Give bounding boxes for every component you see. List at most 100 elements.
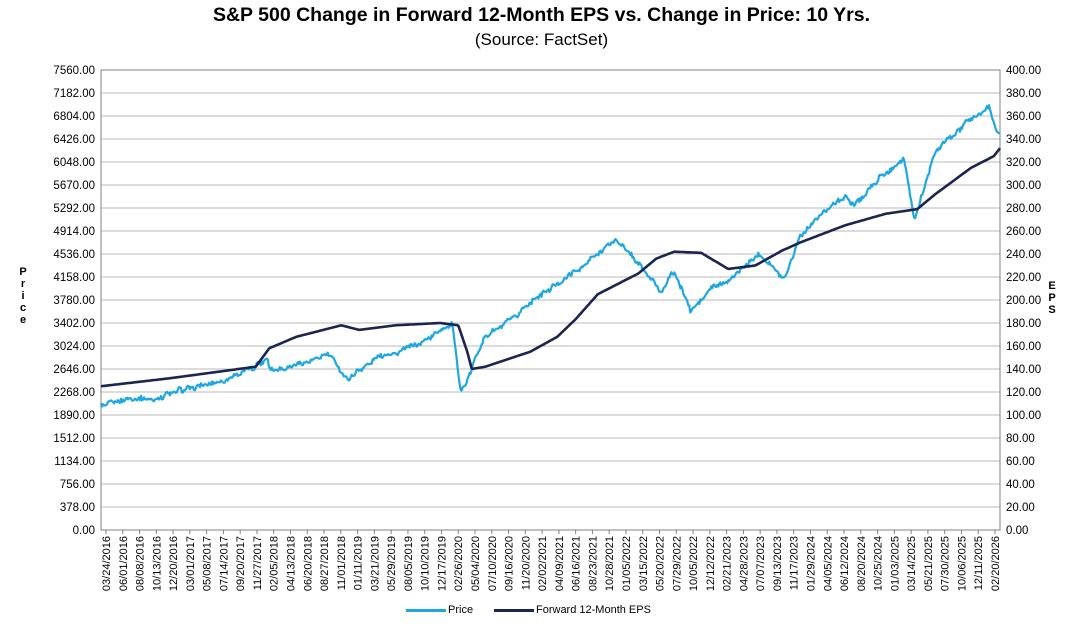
x-tick-label: 06/16/2021 — [571, 536, 583, 591]
y-tick-label-left: 4536.00 — [53, 249, 95, 261]
y-tick-label-right: 40.00 — [1006, 479, 1035, 491]
y-tick-label-right: 260.00 — [1006, 226, 1041, 238]
y-tick-label-left: 6804.00 — [53, 111, 95, 123]
y-tick-label-left: 378.00 — [60, 502, 95, 514]
legend: Price Forward 12-Month EPS — [0, 604, 1083, 622]
y-tick-label-right: 120.00 — [1006, 387, 1041, 399]
y-tick-label-right: 0.00 — [1006, 525, 1028, 537]
y-tick-label-left: 4158.00 — [53, 272, 95, 284]
y-tick-label-left: 4914.00 — [53, 226, 95, 238]
y-tick-label-right: 240.00 — [1006, 249, 1041, 261]
x-tick-label: 10/28/2021 — [604, 536, 616, 591]
x-tick-label: 10/06/2025 — [956, 536, 968, 591]
x-tick-label: 08/08/2016 — [135, 536, 147, 591]
x-tick-label: 07/07/2023 — [755, 536, 767, 591]
x-tick-label: 03/01/2017 — [185, 536, 197, 591]
x-tick-label: 05/20/2022 — [655, 536, 667, 591]
x-tick-label: 04/28/2023 — [738, 536, 750, 591]
plot-area — [100, 69, 1001, 531]
y-tick-label-right: 60.00 — [1006, 456, 1035, 468]
x-tick-label: 01/05/2022 — [621, 536, 633, 591]
x-tick-label: 05/21/2025 — [923, 536, 935, 591]
y-tick-label-right: 280.00 — [1006, 203, 1041, 215]
x-tick-label: 11/01/2018 — [336, 536, 348, 590]
x-tick-label: 08/05/2019 — [403, 536, 415, 591]
x-tick-label: 05/29/2019 — [386, 536, 398, 591]
chart-title: S&P 500 Change in Forward 12-Month EPS v… — [212, 4, 871, 26]
x-tick-label: 03/15/2022 — [638, 536, 650, 591]
x-tick-label: 03/14/2025 — [906, 536, 918, 591]
y-tick-label-left: 3402.00 — [53, 318, 95, 330]
y-tick-label-left: 756.00 — [60, 479, 95, 491]
y-tick-label-left: 5292.00 — [53, 203, 95, 215]
y-tick-label-left: 6048.00 — [53, 157, 95, 169]
y-tick-label-left: 0.00 — [73, 525, 95, 537]
x-tick-label: 09/13/2023 — [772, 536, 784, 591]
x-tick-label: 11/27/2017 — [252, 536, 264, 590]
y-tick-label-right: 300.00 — [1006, 180, 1041, 192]
y-tick-label-right: 20.00 — [1006, 502, 1035, 514]
x-tick-label: 06/01/2016 — [118, 536, 130, 591]
series-line-price — [99, 104, 1001, 408]
x-tick-label: 10/05/2022 — [688, 536, 700, 591]
y-tick-label-right: 340.00 — [1006, 134, 1041, 146]
legend-item-price: Price — [406, 604, 473, 616]
x-tick-label: 02/20/2026 — [990, 536, 1002, 591]
y-tick-label-left: 6426.00 — [53, 134, 95, 146]
x-tick-label: 11/20/2020 — [520, 536, 532, 590]
y-tick-label-left: 1512.00 — [53, 433, 95, 445]
x-tick-label: 04/13/2018 — [286, 536, 298, 591]
x-tick-label: 12/12/2022 — [705, 536, 717, 591]
series-line-eps — [100, 147, 1002, 388]
legend-label-eps: Forward 12-Month EPS — [536, 604, 651, 616]
x-tick-label: 10/10/2019 — [420, 536, 432, 591]
x-tick-label: 03/24/2016 — [101, 536, 113, 591]
y-tick-label-left: 2268.00 — [53, 387, 95, 399]
x-tick-label: 06/12/2024 — [839, 536, 851, 591]
y-tick-label-right: 140.00 — [1006, 364, 1041, 376]
x-tick-label: 01/03/2025 — [889, 536, 901, 591]
legend-swatch-price — [406, 608, 446, 612]
x-tick-label: 03/21/2019 — [369, 536, 381, 591]
x-tick-label: 08/27/2018 — [319, 536, 331, 591]
x-tick-label: 08/23/2021 — [587, 536, 599, 591]
x-tick-label: 02/02/2021 — [537, 536, 549, 591]
x-tick-label: 08/20/2024 — [856, 536, 868, 591]
x-tick-label: 07/10/2020 — [487, 536, 499, 591]
x-tick-label: 12/17/2019 — [436, 536, 448, 591]
y-tick-label-right: 400.00 — [1006, 65, 1041, 77]
y-tick-label-right: 80.00 — [1006, 433, 1035, 445]
y-tick-label-right: 380.00 — [1006, 88, 1041, 100]
y-tick-label-left: 3780.00 — [53, 295, 95, 307]
y-tick-label-left: 1134.00 — [54, 456, 95, 468]
x-tick-label: 12/11/2025 — [973, 536, 985, 590]
y-tick-label-right: 320.00 — [1006, 157, 1041, 169]
x-tick-label: 02/05/2018 — [269, 536, 281, 591]
legend-item-eps: Forward 12-Month EPS — [494, 604, 651, 616]
y-tick-label-left: 5670.00 — [53, 180, 95, 192]
legend-swatch-eps — [494, 608, 534, 612]
y-tick-label-right: 360.00 — [1006, 111, 1041, 123]
y-tick-label-left: 2646.00 — [53, 364, 95, 376]
x-tick-label: 02/26/2020 — [453, 536, 465, 591]
y-tick-label-right: 100.00 — [1006, 410, 1041, 422]
x-tick-label: 04/05/2024 — [822, 536, 834, 591]
x-tick-label: 02/21/2023 — [722, 536, 734, 591]
y-tick-label-right: 200.00 — [1006, 295, 1041, 307]
legend-label-price: Price — [448, 604, 474, 616]
chart-subtitle: (Source: FactSet) — [474, 30, 609, 49]
x-tick-label: 05/08/2017 — [202, 536, 214, 591]
x-tick-label: 12/20/2016 — [168, 536, 180, 591]
x-tick-label: 07/30/2025 — [940, 536, 952, 591]
x-tick-label: 10/13/2016 — [151, 536, 163, 591]
x-tick-label: 01/29/2024 — [805, 536, 817, 591]
x-tick-label: 04/09/2021 — [554, 536, 566, 591]
y-tick-label-right: 220.00 — [1006, 272, 1041, 284]
y-tick-label-left: 7560.00 — [53, 65, 95, 77]
x-tick-label: 05/04/2020 — [470, 536, 482, 591]
y-tick-label-left: 7182.00 — [53, 88, 95, 100]
x-tick-label: 09/16/2020 — [504, 536, 516, 591]
x-tick-label: 07/14/2017 — [218, 536, 230, 591]
